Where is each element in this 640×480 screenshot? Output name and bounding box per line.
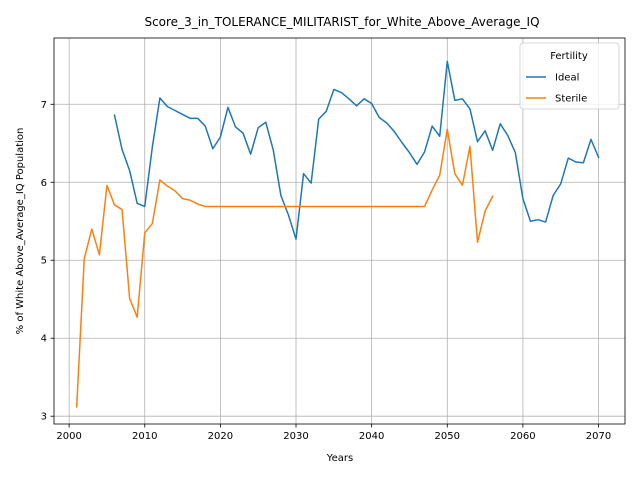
legend-title: Fertility <box>550 51 588 62</box>
legend-box <box>519 42 620 110</box>
series-lines <box>75 60 600 408</box>
legend-label-ideal: Ideal <box>555 73 579 84</box>
x-tick-label: 2010 <box>132 431 157 442</box>
y-tick-label: 7 <box>41 100 47 111</box>
x-axis: 2000 2010 2020 2030 2040 2050 2060 2070 <box>56 424 611 442</box>
y-axis: 3 4 5 6 7 <box>41 100 54 423</box>
x-tick-label: 2000 <box>56 431 81 442</box>
x-tick-label: 2070 <box>586 431 611 442</box>
x-tick-label: 2060 <box>510 431 535 442</box>
series-line-ideal <box>113 60 600 240</box>
x-tick-label: 2040 <box>359 431 384 442</box>
x-tick-label: 2020 <box>208 431 233 442</box>
x-tick-label: 2050 <box>435 431 460 442</box>
chart-title: Score_3_in_TOLERANCE_MILITARIST_for_Whit… <box>144 15 539 29</box>
y-axis-label: % of White Above_Average_IQ Population <box>15 128 26 335</box>
plot-frame <box>53 37 626 425</box>
legend: Fertility Ideal Sterile <box>519 42 620 110</box>
y-tick-label: 4 <box>41 334 47 345</box>
y-tick-label: 3 <box>41 412 47 423</box>
series-line-sterile <box>75 128 494 408</box>
y-tick-label: 6 <box>41 178 47 189</box>
x-tick-label: 2030 <box>283 431 308 442</box>
legend-label-sterile: Sterile <box>555 94 587 105</box>
x-axis-label: Years <box>326 453 353 464</box>
y-tick-label: 5 <box>41 256 47 267</box>
